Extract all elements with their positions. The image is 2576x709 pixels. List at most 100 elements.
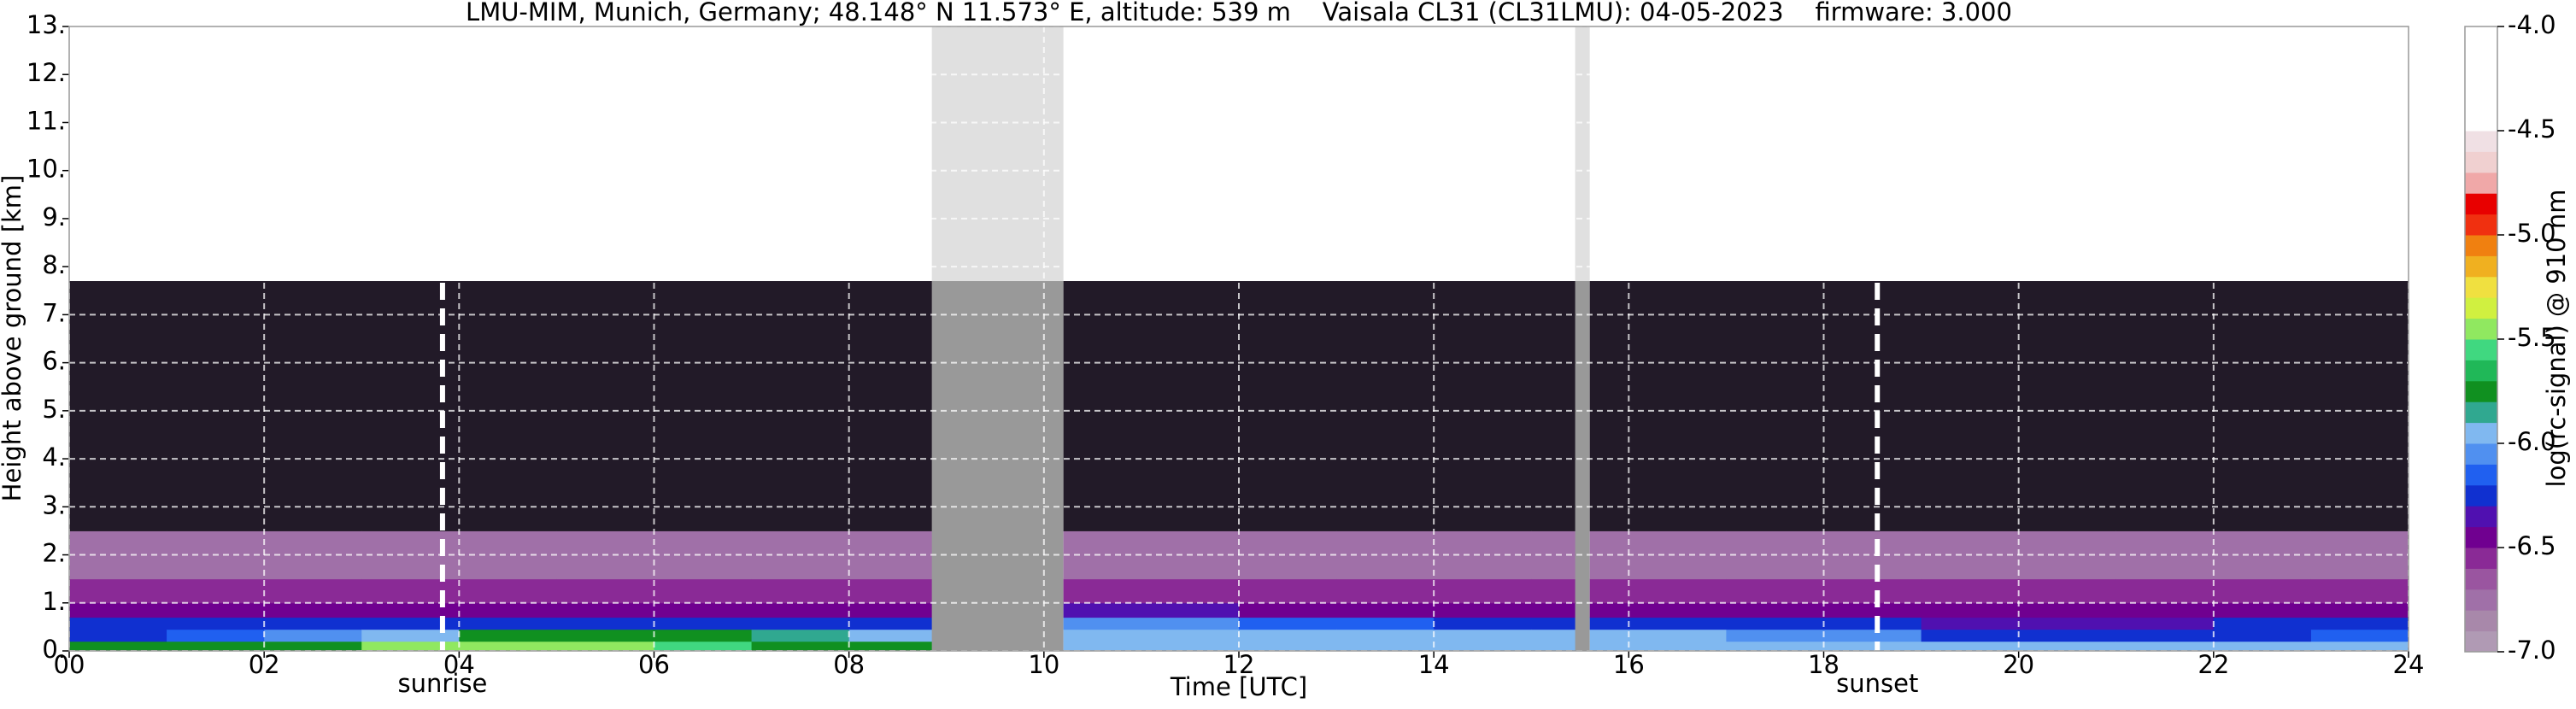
heatmap-cell <box>2018 578 2117 604</box>
heatmap-cell <box>1141 629 1240 642</box>
colorbar-tick-label: -7.0 <box>2508 636 2556 665</box>
heatmap-cell <box>654 281 753 460</box>
heatmap-cell <box>1531 617 1576 630</box>
heatmap-cell <box>2115 629 2215 642</box>
heatmap-cell <box>2213 578 2312 604</box>
heatmap-cell <box>1239 578 1337 604</box>
heatmap-cell <box>264 281 362 460</box>
heatmap-cell <box>2018 281 2117 460</box>
y-tick-label: 8. <box>42 250 66 279</box>
heatmap-cell <box>264 629 362 642</box>
heatmap-cell <box>2310 281 2409 460</box>
x-tick-label: 10 <box>1028 650 1059 679</box>
colorbar-swatch <box>2465 318 2497 340</box>
heatmap-cell <box>2115 602 2215 618</box>
heatmap-cell <box>459 602 557 618</box>
colorbar-swatch <box>2465 630 2497 653</box>
heatmap-cell <box>2115 281 2215 460</box>
heatmap-cell <box>556 281 654 460</box>
colorbar-swatch <box>2465 67 2497 90</box>
heatmap-cell <box>848 281 933 460</box>
heatmap-cell <box>2213 459 2312 531</box>
heatmap-cell <box>1063 617 1142 630</box>
heatmap-cell <box>2115 617 2215 630</box>
heatmap-cell <box>1589 459 1629 531</box>
y-tick-label: 5. <box>42 395 66 424</box>
heatmap-cell <box>1531 578 1576 604</box>
heatmap-cell <box>1628 617 1727 630</box>
heatmap-cell <box>1239 281 1337 460</box>
x-tick-label: 00 <box>54 650 85 679</box>
heatmap-cell <box>264 578 362 604</box>
x-tick-label: 06 <box>638 650 670 679</box>
colorbar-swatch <box>2465 568 2497 590</box>
heatmap-cell <box>1531 629 1576 642</box>
heatmap-cell <box>1921 578 2020 604</box>
heatmap-cell <box>1823 578 1922 604</box>
heatmap-cell <box>459 530 557 580</box>
heatmap-cell <box>2018 641 2117 652</box>
heatmap-cell <box>69 617 167 630</box>
data-gap <box>931 281 1064 651</box>
y-tick-label: 0. <box>42 635 66 664</box>
heatmap-cell <box>654 602 753 618</box>
x-tick-label: 02 <box>249 650 280 679</box>
y-tick-label: 11. <box>26 106 66 135</box>
heatmap-cell <box>361 617 460 630</box>
heatmap-cell <box>2018 617 2117 630</box>
heatmap-cell <box>1336 629 1435 642</box>
x-axis-label: Time [UTC] <box>1170 672 1307 701</box>
heatmap-cell <box>1726 629 1824 642</box>
heatmap-cell <box>1063 578 1142 604</box>
heatmap-cell <box>167 281 265 460</box>
y-tick-label: 3. <box>42 490 66 519</box>
heatmap-cell <box>2213 641 2312 652</box>
heatmap-cell <box>459 459 557 531</box>
heatmap-cell <box>69 281 167 460</box>
heatmap-cell <box>654 617 753 630</box>
data-gap <box>931 26 1064 282</box>
heatmap-cell <box>751 617 850 630</box>
heatmap-cell <box>1141 281 1240 460</box>
heatmap-cell <box>1921 459 2020 531</box>
x-tick-label: 12 <box>1223 650 1255 679</box>
colorbar-swatch <box>2465 235 2497 256</box>
colorbar-swatch <box>2465 131 2497 152</box>
heatmap-cell <box>1434 641 1532 652</box>
heatmap-cell <box>1336 617 1435 630</box>
heatmap-cell <box>2310 602 2409 618</box>
colorbar-tick-label: -4.0 <box>2508 10 2556 39</box>
heatmap-cell <box>1141 459 1240 531</box>
x-tick-label: 14 <box>1418 650 1450 679</box>
heatmap-cell <box>1921 617 2020 630</box>
heatmap-cell <box>1434 578 1532 604</box>
heatmap-cell <box>69 459 167 531</box>
x-tick-label: 04 <box>443 650 475 679</box>
heatmap-cell <box>654 578 753 604</box>
heatmap-cell <box>2213 602 2312 618</box>
heatmap-cell <box>1823 617 1922 630</box>
colorbar-swatch <box>2465 276 2497 298</box>
heatmap-cell <box>167 617 265 630</box>
plot-frame <box>68 26 2409 652</box>
heatmap-cell <box>264 459 362 531</box>
heatmap-cell <box>1628 459 1727 531</box>
heatmap-cell <box>1336 641 1435 652</box>
heatmap-cell <box>556 578 654 604</box>
colorbar-tick-label: -6.5 <box>2508 531 2556 560</box>
y-tick-label: 13. <box>26 10 66 39</box>
heatmap-cell <box>1726 617 1824 630</box>
y-tick-label: 4. <box>42 442 66 472</box>
colorbar-swatch <box>2465 506 2497 528</box>
heatmap-cell <box>2115 641 2215 652</box>
x-tick-label: 24 <box>2393 650 2425 679</box>
heatmap-cell <box>167 459 265 531</box>
colorbar-swatch <box>2465 443 2497 465</box>
heatmap-cell <box>2018 629 2117 642</box>
heatmap-cell <box>1589 602 1629 618</box>
heatmap-cell <box>1336 578 1435 604</box>
heatmap-cell <box>1434 459 1532 531</box>
colorbar-swatch <box>2465 109 2497 132</box>
